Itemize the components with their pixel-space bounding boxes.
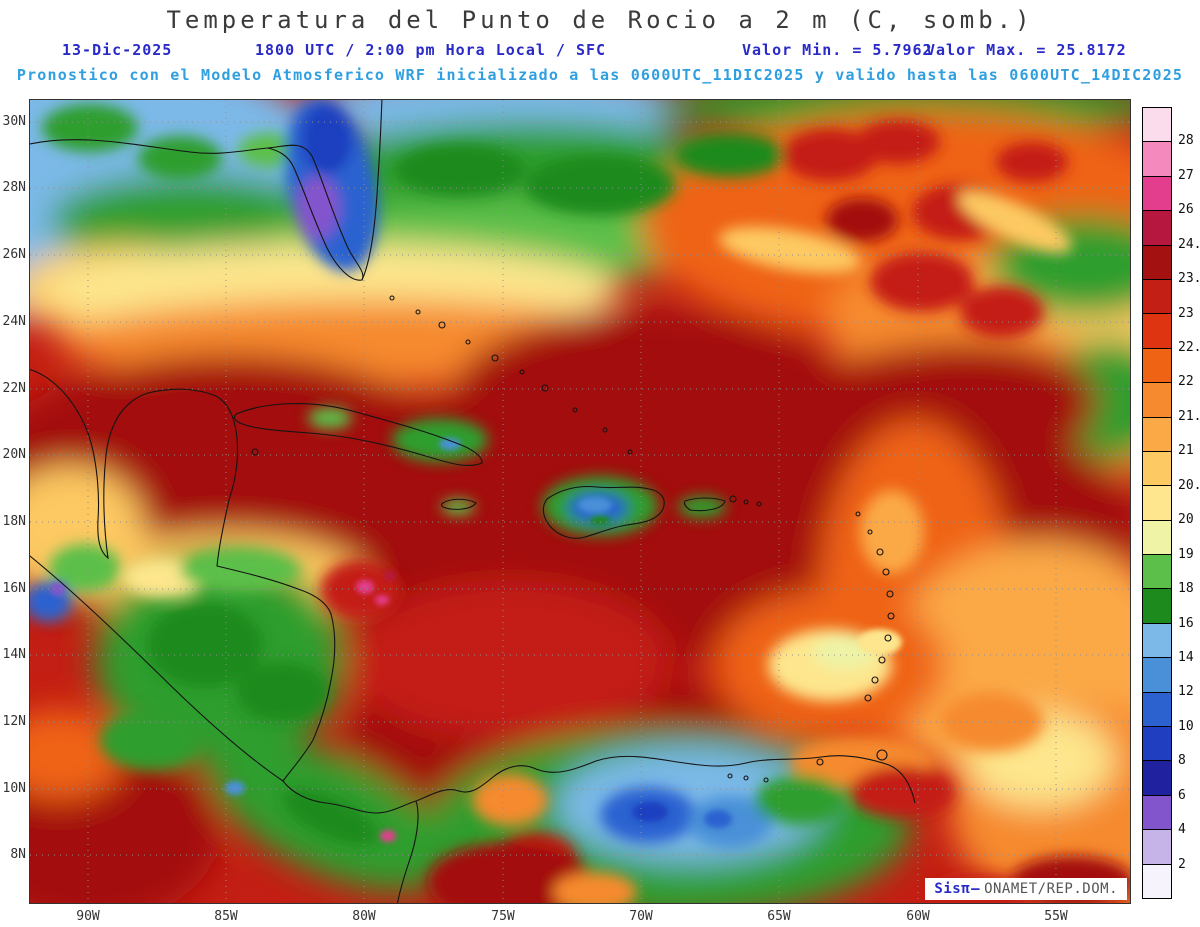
colorbar-label-10: 10	[1178, 718, 1194, 734]
lat-tick-20N: 20N	[2, 447, 26, 462]
colorbar-label-20: 20	[1178, 512, 1194, 528]
map-plot: Sisπ— ONAMET/REP.DOM.	[29, 99, 1131, 904]
lon-tick-60W: 60W	[906, 909, 930, 924]
colorbar-label-6: 6	[1178, 787, 1186, 803]
dewpoint-field-map	[30, 100, 1130, 903]
page-title: Temperatura del Punto de Rocio a 2 m (C,…	[166, 6, 1034, 34]
colorbar-label-27: 27	[1178, 167, 1194, 183]
lat-tick-16N: 16N	[2, 581, 26, 596]
field-spot-layer	[50, 130, 902, 842]
lon-tick-75W: 75W	[491, 909, 515, 924]
sispi-logo: Sisπ	[934, 881, 971, 897]
min-value-label: Valor Min. = 5.7962	[742, 41, 933, 59]
colorbar-label-8: 8	[1178, 753, 1186, 769]
lon-tick-80W: 80W	[352, 909, 376, 924]
lon-tick-55W: 55W	[1044, 909, 1068, 924]
valid-time: 1800 UTC / 2:00 pm Hora Local / SFC	[255, 41, 607, 59]
colorbar-segment	[1143, 347, 1171, 383]
colorbar-segment	[1143, 519, 1171, 555]
colorbar-label-23: 23	[1178, 305, 1194, 321]
colorbar-segment	[1143, 657, 1171, 692]
lat-tick-22N: 22N	[2, 381, 26, 396]
lat-tick-14N: 14N	[2, 647, 26, 662]
colorbar-segment	[1143, 863, 1171, 898]
lat-tick-18N: 18N	[2, 514, 26, 529]
lat-tick-30N: 30N	[2, 114, 26, 129]
colorbar-segment	[1143, 760, 1171, 795]
colorbar-label-21.5: 21.5	[1178, 408, 1200, 424]
colorbar-segment	[1143, 450, 1171, 486]
colorbar-segment	[1143, 108, 1171, 142]
lat-tick-12N: 12N	[2, 714, 26, 729]
coastlines	[30, 100, 916, 903]
colorbar-segment	[1143, 175, 1171, 211]
lat-tick-10N: 10N	[2, 781, 26, 796]
colorbar-label-12: 12	[1178, 684, 1194, 700]
colorbar-label-18: 18	[1178, 581, 1194, 597]
valid-date: 13-Dic-2025	[62, 41, 173, 59]
colorbar-label-22: 22	[1178, 374, 1194, 390]
colorbar-label-23.5: 23.5	[1178, 271, 1200, 287]
colorbar-segment	[1143, 210, 1171, 245]
colorbar-segment	[1143, 141, 1171, 176]
colorbar-segment	[1143, 485, 1171, 520]
lon-tick-70W: 70W	[629, 909, 653, 924]
branding-org: ONAMET/REP.DOM.	[984, 881, 1118, 897]
colorbar-segment	[1143, 244, 1171, 279]
colorbar-label-4: 4	[1178, 822, 1186, 838]
colorbar-segment	[1143, 313, 1171, 348]
branding-box: Sisπ— ONAMET/REP.DOM.	[925, 878, 1127, 900]
lat-tick-8N: 8N	[10, 847, 26, 862]
colorbar-label-24.5: 24.5	[1178, 236, 1200, 252]
colorbar-label-21: 21	[1178, 443, 1194, 459]
colorbar-segment	[1143, 726, 1171, 761]
colorbar-label-19: 19	[1178, 546, 1194, 562]
lon-tick-65W: 65W	[767, 909, 791, 924]
colorbar-segment	[1143, 794, 1171, 830]
lat-tick-26N: 26N	[2, 247, 26, 262]
colorbar-segment	[1143, 829, 1171, 864]
colorbar-segment	[1143, 554, 1171, 589]
colorbar-label-28: 28	[1178, 133, 1194, 149]
model-info-line: Pronostico con el Modelo Atmosferico WRF…	[16, 66, 1184, 84]
lat-tick-24N: 24N	[2, 314, 26, 329]
branding-separator: —	[971, 881, 981, 897]
colorbar-segment	[1143, 382, 1171, 417]
colorbar-labels: 28272624.523.52322.52221.52120.520191816…	[1178, 107, 1200, 899]
colorbar-label-20.5: 20.5	[1178, 477, 1200, 493]
lon-tick-85W: 85W	[214, 909, 238, 924]
colorbar-segment	[1143, 691, 1171, 727]
colorbar-label-22.5: 22.5	[1178, 340, 1200, 356]
colorbar-segment	[1143, 278, 1171, 314]
colorbar-segment	[1143, 622, 1171, 658]
header-meta-line: 13-Dic-2025 1800 UTC / 2:00 pm Hora Loca…	[0, 41, 1200, 61]
colorbar-label-14: 14	[1178, 649, 1194, 665]
max-value-label: Valor Max. = 25.8172	[926, 41, 1127, 59]
colorbar-label-16: 16	[1178, 615, 1194, 631]
lat-tick-28N: 28N	[2, 180, 26, 195]
colorbar	[1142, 107, 1172, 899]
colorbar-label-26: 26	[1178, 202, 1194, 218]
colorbar-segment	[1143, 588, 1171, 623]
colorbar-segment	[1143, 416, 1171, 451]
colorbar-label-2: 2	[1178, 856, 1186, 872]
lon-tick-90W: 90W	[76, 909, 100, 924]
